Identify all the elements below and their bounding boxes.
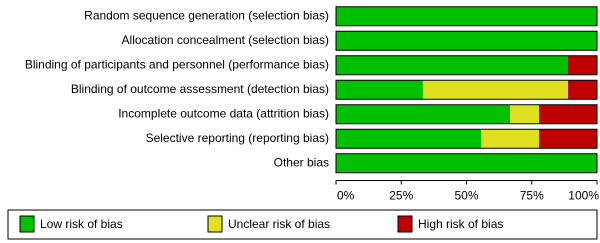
x-tick-label: 0% (337, 189, 355, 203)
bar-segment (568, 55, 597, 75)
legend-box (7, 209, 598, 240)
bar-segment (481, 129, 540, 149)
category-label: Blinding of outcome assessment (detectio… (71, 82, 329, 96)
category-label: Incomplete outcome data (attrition bias) (118, 106, 329, 120)
legend-label: High risk of bias (418, 217, 503, 231)
bar-segment (539, 129, 597, 149)
x-tick-label: 50% (454, 189, 478, 203)
bar-segment (510, 104, 540, 124)
bar-segment (539, 104, 597, 124)
category-label: Allocation concealment (selection bias) (122, 33, 329, 47)
bar-outline (335, 153, 598, 174)
category-label: Other bias (274, 155, 329, 169)
legend-label: Unclear risk of bias (228, 217, 330, 231)
x-tick-label: 100% (568, 189, 599, 203)
bar-segment (336, 104, 511, 124)
bar-segment (336, 153, 597, 173)
legend-swatch (19, 215, 35, 233)
bar-outline (335, 30, 598, 51)
bar-segment (336, 80, 423, 100)
bar-segment (336, 31, 597, 51)
category-label: Blinding of participants and personnel (… (25, 57, 329, 71)
bar-outline (335, 79, 598, 100)
legend-swatch (207, 215, 223, 233)
bar-outline (335, 6, 598, 27)
bar-segment (422, 80, 569, 100)
category-label: Random sequence generation (selection bi… (84, 8, 329, 22)
bar-segment (336, 129, 482, 149)
category-label: Selective reporting (reporting bias) (146, 131, 329, 145)
legend-label: Low risk of bias (40, 217, 123, 231)
bar-segment (568, 80, 597, 100)
bar-segment (336, 55, 569, 75)
bar-outline (335, 104, 598, 125)
x-tick-label: 75% (520, 189, 544, 203)
bar-outline (335, 55, 598, 76)
x-tick-label: 25% (389, 189, 413, 203)
legend-swatch (397, 215, 413, 233)
bar-segment (336, 6, 597, 26)
bar-outline (335, 128, 598, 149)
